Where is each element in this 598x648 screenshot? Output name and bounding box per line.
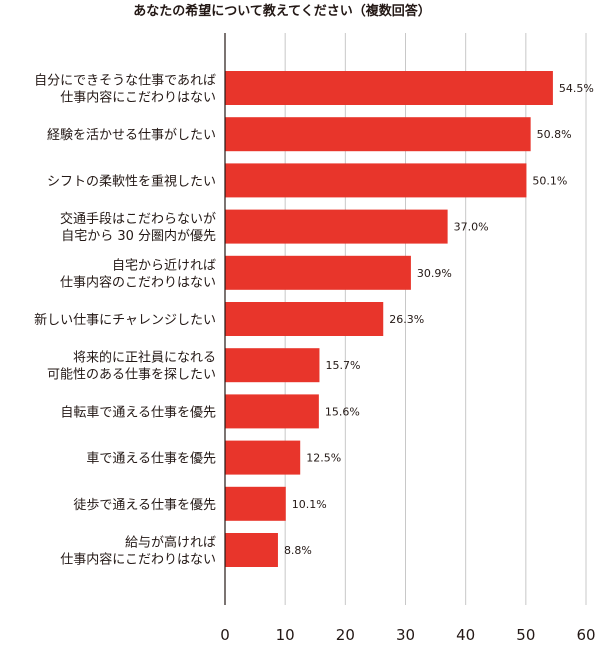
bar bbox=[225, 302, 384, 336]
value-label: 50.8% bbox=[537, 128, 572, 141]
bar bbox=[225, 533, 278, 567]
category-label: 徒歩で通える仕事を優先 bbox=[73, 498, 216, 513]
value-label: 37.0% bbox=[454, 221, 489, 234]
x-tick-label: 60 bbox=[576, 626, 595, 644]
bar bbox=[225, 117, 531, 152]
x-tick-label: 20 bbox=[336, 626, 355, 644]
bar bbox=[225, 486, 286, 521]
value-label: 26.3% bbox=[389, 313, 424, 326]
value-label: 12.5% bbox=[306, 452, 341, 465]
category-label: 自分にできそうな仕事であれば仕事内容にこだわりはない bbox=[34, 74, 216, 106]
value-label: 10.1% bbox=[292, 498, 327, 511]
category-label: 自宅から近ければ仕事内容のこだわりはない bbox=[60, 258, 216, 290]
value-labels: 54.5% 50.8% 50.1% 37.0% 30.9% 26.3% 15.7% 15.6%… bbox=[284, 82, 594, 557]
category-label: 給与が高ければ仕事内容にこだわりはない bbox=[60, 535, 216, 568]
x-tick-label: 50 bbox=[516, 626, 535, 644]
value-label: 30.9% bbox=[417, 267, 452, 280]
bars bbox=[225, 71, 553, 567]
category-label: シフトの柔軟性を重視したい bbox=[47, 173, 216, 189]
category-label: 車で通える仕事を優先 bbox=[86, 452, 216, 467]
category-label: 経験を活かせる仕事がしたい bbox=[47, 128, 216, 143]
value-label: 15.6% bbox=[325, 405, 360, 418]
category-label: 交通手段はこだわらないが自宅から 30 分圏内が優先 bbox=[60, 211, 216, 244]
x-tick-label: 10 bbox=[276, 626, 295, 644]
value-label: 50.1% bbox=[532, 174, 567, 187]
x-tick-label: 30 bbox=[396, 626, 415, 644]
x-tick-label: 0 bbox=[220, 626, 230, 644]
category-label: 将来的に正社員になれる可能性のある仕事を探したい bbox=[47, 350, 216, 383]
bar bbox=[225, 440, 301, 475]
chart-title: あなたの希望について教えてください（複数回答） bbox=[133, 3, 431, 19]
value-label: 15.7% bbox=[325, 359, 360, 372]
value-label: 54.5% bbox=[559, 82, 594, 95]
x-tick-label: 40 bbox=[456, 626, 475, 644]
bar bbox=[225, 348, 320, 383]
value-label: 8.8% bbox=[284, 544, 312, 557]
x-tick-labels: 0 10 20 30 40 50 60 bbox=[220, 626, 595, 644]
bar bbox=[225, 209, 448, 244]
bar bbox=[225, 394, 319, 429]
category-label: 新しい仕事にチャレンジしたい bbox=[34, 312, 216, 328]
category-label: 自転車で通える仕事を優先 bbox=[60, 405, 216, 420]
bar bbox=[225, 163, 527, 198]
bar bbox=[225, 71, 553, 105]
bar bbox=[225, 255, 411, 290]
category-labels: 自分にできそうな仕事であれば仕事内容にこだわりはない経験を活かせる仕事がしたいシ… bbox=[34, 74, 216, 568]
